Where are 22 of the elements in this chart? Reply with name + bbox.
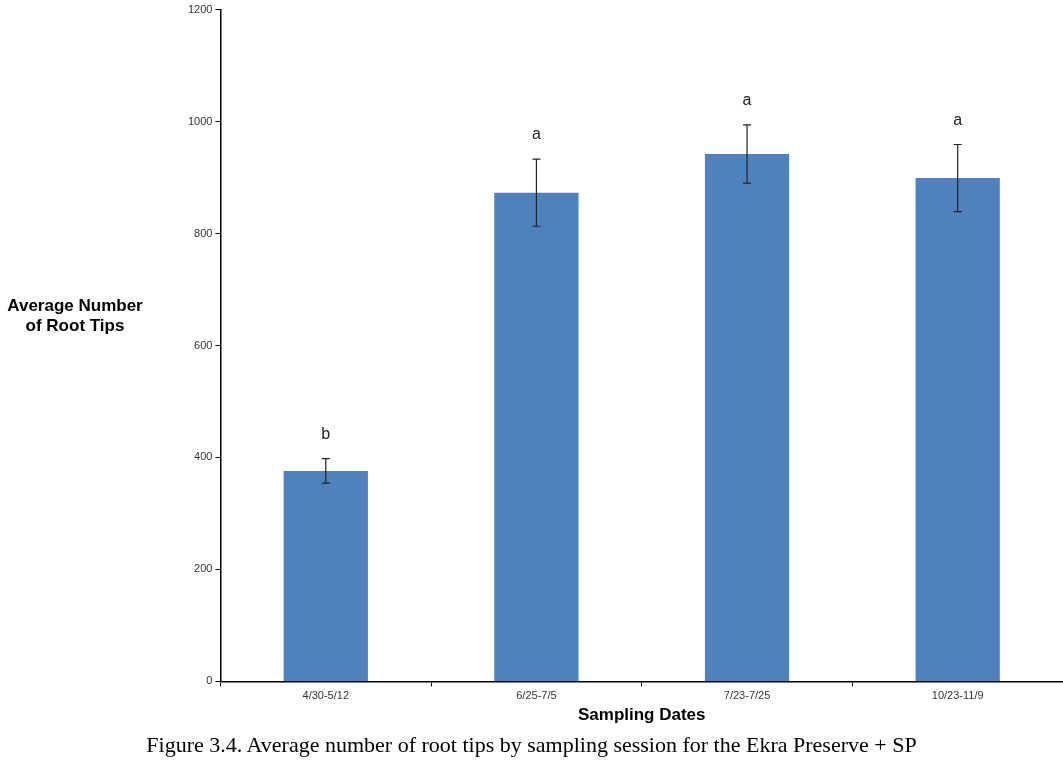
x-tick-label: 6/25-7/5 [516, 689, 557, 702]
caption: Figure 3.4. Average number of root tips by sampling session for the Ekra Preserve + SP [145, 732, 918, 758]
annotation: a [953, 110, 963, 128]
y-tick-label: 0 [206, 674, 213, 687]
bar [915, 178, 1000, 681]
x-axis-title: Sampling Dates [577, 705, 706, 725]
y-axis-title: Average Number of Root Tips [6, 296, 144, 336]
x-tick-label: 10/23-11/9 [931, 689, 984, 702]
y-tick-label: 400 [194, 450, 213, 463]
annotation: a [742, 91, 752, 109]
annotation: a [531, 125, 541, 143]
y-tick-label: 600 [194, 338, 213, 351]
annotation: b [321, 424, 331, 442]
x-tick-label: 7/23-7/25 [723, 689, 771, 702]
x-tick-label: 4/30-5/12 [302, 689, 350, 702]
y-tick-label: 1000 [187, 114, 213, 127]
bar [704, 154, 790, 681]
y-tick-label: 1200 [187, 2, 213, 15]
bar [494, 192, 579, 681]
y-tick-label: 200 [194, 562, 213, 575]
y-tick-label: 800 [194, 226, 213, 239]
bar [283, 470, 368, 681]
